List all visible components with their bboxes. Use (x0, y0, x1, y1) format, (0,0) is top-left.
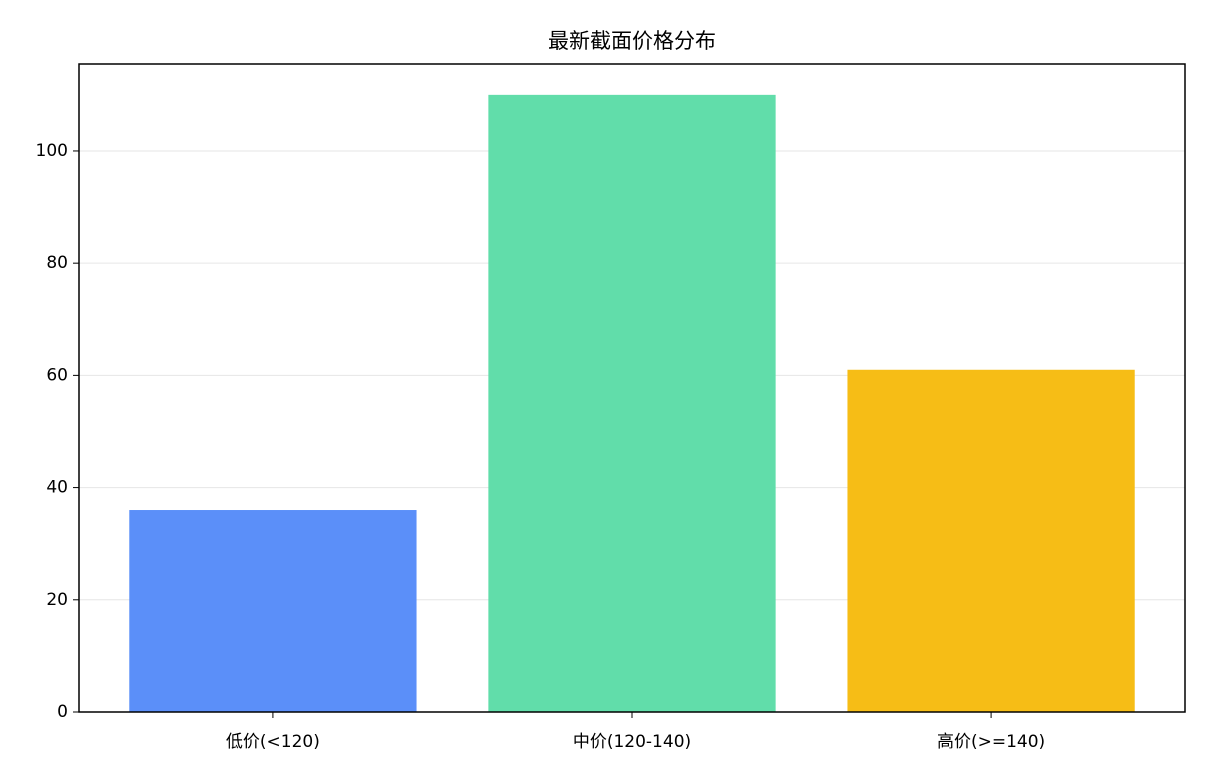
y-tick-label: 80 (46, 253, 68, 273)
x-tick-label: 低价(<120) (226, 732, 320, 752)
y-tick-label: 0 (57, 702, 68, 722)
y-tick-label: 40 (46, 478, 68, 498)
chart-title: 最新截面价格分布 (548, 29, 716, 53)
bar (847, 369, 1135, 712)
y-tick-label: 60 (46, 365, 68, 385)
bar (129, 510, 417, 712)
y-tick-label: 20 (46, 590, 68, 610)
x-tick-label: 中价(120-140) (573, 732, 691, 752)
y-tick-label: 100 (36, 141, 68, 161)
plot-frame (78, 63, 1186, 713)
bar (488, 94, 776, 713)
x-tick-label: 高价(>=140) (937, 732, 1045, 752)
